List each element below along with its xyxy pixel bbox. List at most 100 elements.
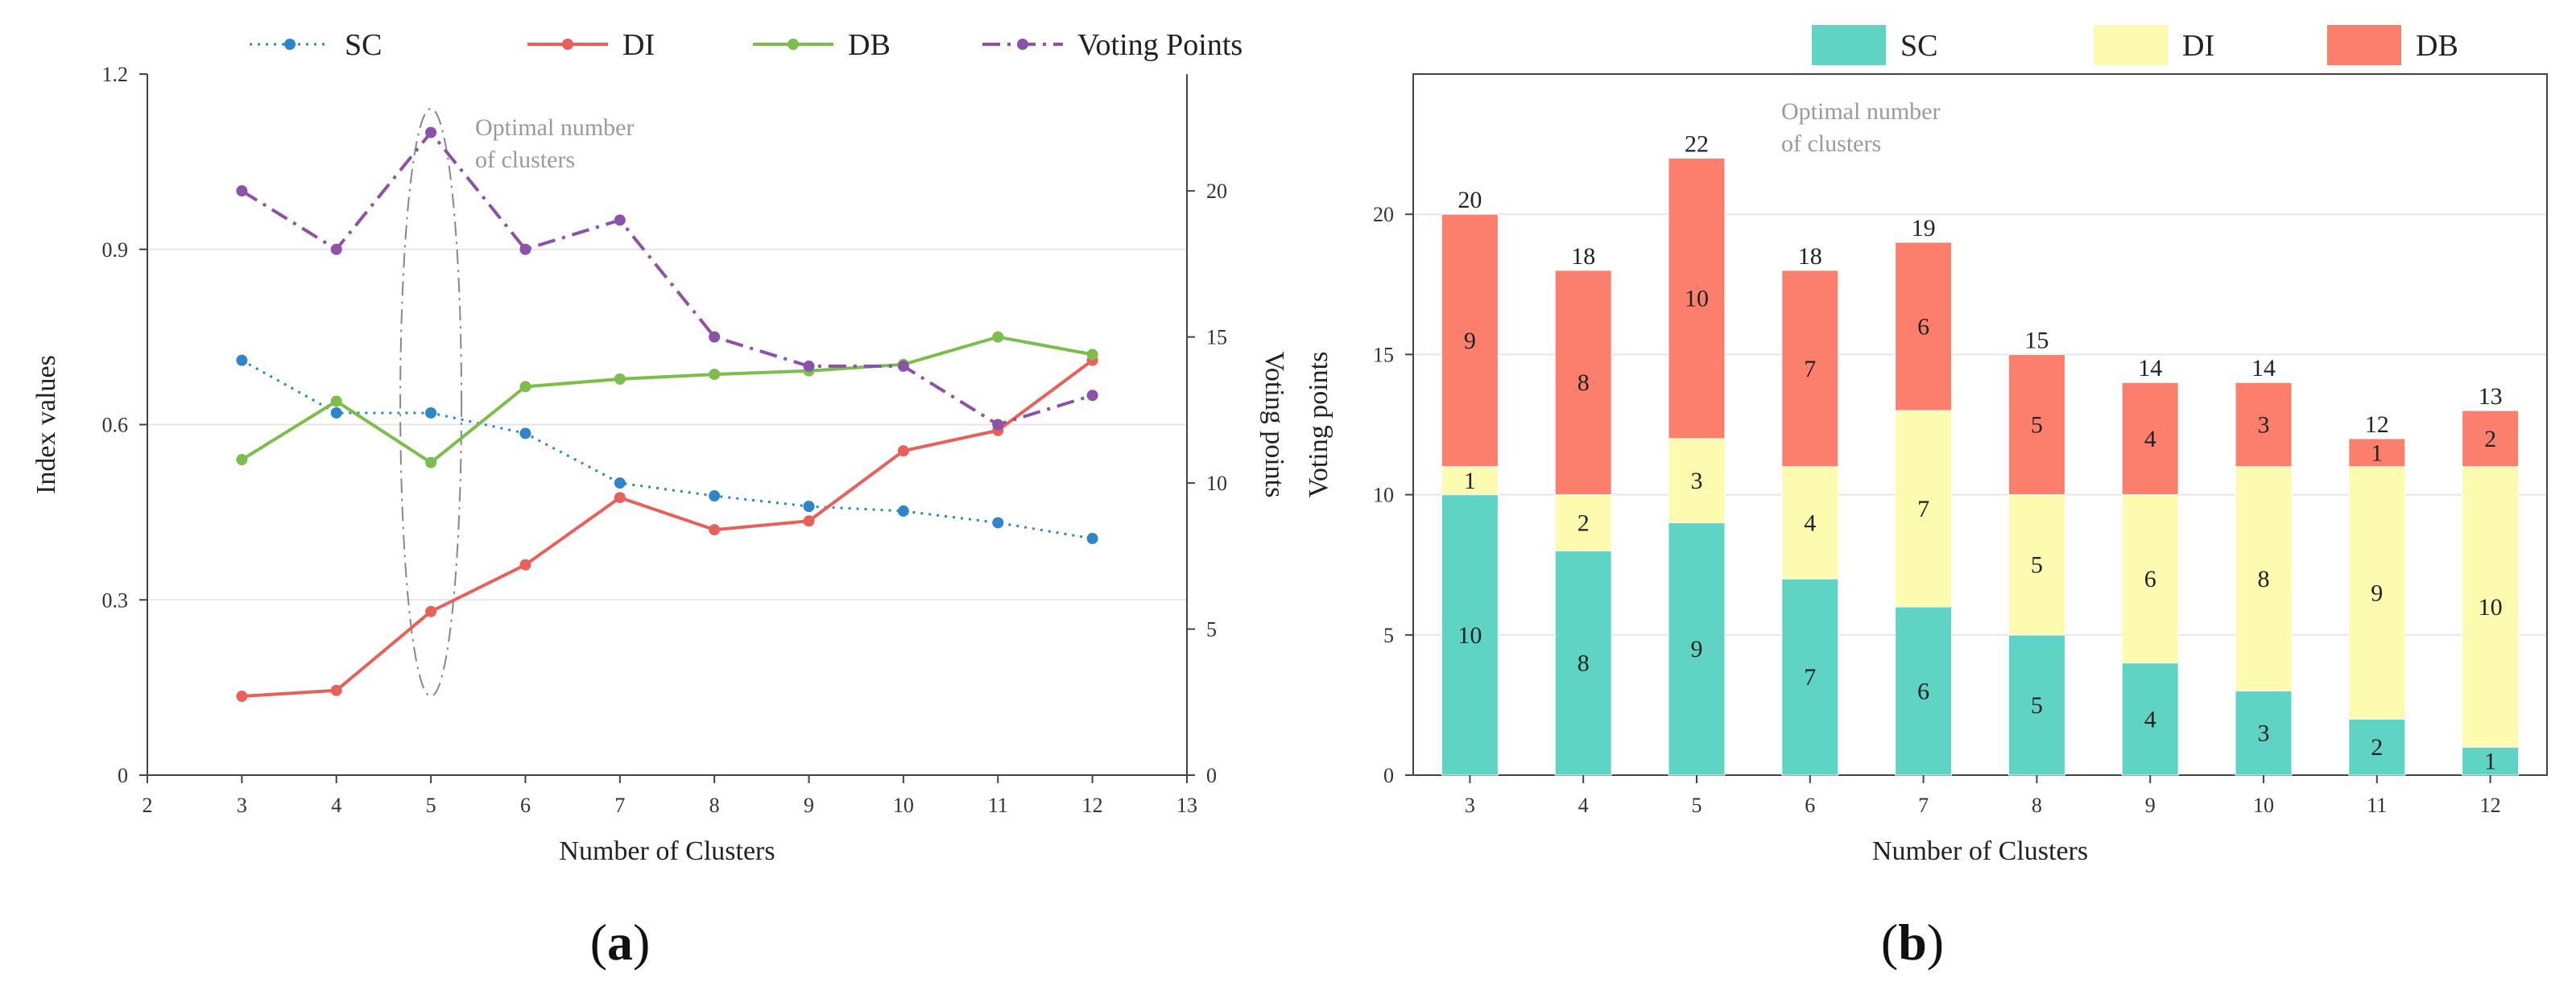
segment-value-label: 9 (1464, 328, 1476, 354)
y-tick-label: 0 (118, 764, 128, 787)
segment-value-label: 7 (1804, 356, 1816, 382)
y2-tick-label: 5 (1206, 618, 1217, 642)
x-tick-label: 11 (988, 794, 1008, 817)
y2-tick-label: 0 (1206, 764, 1217, 787)
bar-segment-sc (1668, 522, 1726, 776)
y-tick-label: 0.9 (102, 238, 129, 262)
annotation-text: of clusters (1781, 130, 1881, 157)
x-tick-label: 4 (1578, 794, 1589, 817)
legend-label-db: DB (848, 28, 891, 62)
data-point-db (1086, 349, 1098, 361)
data-point-voting-points (709, 331, 721, 343)
data-point-voting-points (803, 360, 815, 372)
segment-value-label: 8 (2258, 566, 2270, 592)
segment-value-label: 9 (2371, 580, 2383, 607)
legend-marker-voting-points (1017, 39, 1028, 50)
x-tick-label: 7 (1918, 794, 1929, 817)
bar-total-label: 13 (2479, 383, 2503, 410)
segment-value-label: 1 (2484, 749, 2496, 775)
legend-swatch-sc (1812, 25, 1886, 65)
x-tick-label: 6 (520, 794, 531, 817)
bar-segment-di (2462, 466, 2520, 748)
y-tick-label: 0.6 (102, 414, 129, 437)
data-point-db (330, 395, 342, 407)
bar-segment-sc (2007, 634, 2065, 776)
data-point-di (519, 559, 531, 571)
bar-total-label: 14 (2138, 355, 2162, 382)
annotation-text: of clusters (475, 146, 575, 173)
chart-a: 2 3 4 5 6 7 8 9 10 11 12 13 0 0.3 0.6 0.9 1.2 0 5 10 15 20 Num… (31, 28, 1288, 971)
bar-segment-sc (1441, 494, 1499, 776)
data-point-di (236, 691, 248, 703)
bar-segment-db (1668, 158, 1726, 439)
segment-value-label: 4 (2144, 706, 2156, 732)
segment-value-label: 5 (2031, 552, 2043, 579)
bar-segment-db (1781, 270, 1839, 468)
series-line-di (242, 359, 1094, 699)
series-line-voting-points (241, 130, 1094, 427)
data-point-db (614, 373, 626, 385)
y2-tick-label: 20 (1206, 179, 1227, 203)
bar-segment-db (2348, 438, 2406, 468)
x-axis-title: Number of Clusters (1872, 836, 2088, 866)
bar-segment-di (2348, 466, 2406, 720)
bar-segment-sc (2462, 746, 2520, 776)
segment-value-label: 2 (2371, 734, 2383, 761)
segment-value-label: 7 (1804, 664, 1816, 691)
segment-value-label: 10 (2479, 594, 2503, 621)
annotation-text: Optimal number (475, 114, 634, 141)
segment-value-label: 1 (1464, 468, 1476, 494)
legend-label-db: DB (2416, 29, 2458, 63)
segment-value-label: 10 (1685, 286, 1709, 312)
bar-segment-di (2235, 466, 2293, 691)
bar-segment-di (1895, 410, 1953, 608)
data-point-voting-points (330, 243, 342, 255)
bar-total-label: 18 (1798, 243, 1822, 270)
x-tick-label: 2 (143, 794, 153, 817)
bar-segment-sc (1895, 606, 1953, 776)
data-point-voting-points (992, 419, 1004, 431)
y2-tick-label: 15 (1206, 326, 1227, 349)
bar-total-label: 20 (1458, 187, 1482, 213)
series-line-sc (241, 359, 1093, 540)
bar-segment-db (2235, 382, 2293, 468)
segment-value-label: 5 (2031, 412, 2043, 439)
y-tick-label: 0.3 (102, 588, 129, 612)
annotation-text: Optimal number (1781, 98, 1940, 125)
data-point-voting-points (519, 243, 531, 255)
data-point-voting-points (897, 360, 909, 372)
data-point-sc (236, 354, 248, 366)
data-point-voting-points (236, 185, 248, 197)
legend-label-voting-points: Voting Points (1077, 28, 1243, 62)
legend-marker-sc (284, 39, 296, 50)
bar-segment-db (2121, 382, 2179, 496)
x-tick-label: 13 (1176, 794, 1197, 817)
bar-total-label: 15 (2024, 327, 2049, 353)
segment-value-label: 8 (1577, 369, 1590, 396)
data-point-di (897, 445, 909, 457)
legend-marker-di (562, 39, 573, 50)
legend-label-sc: SC (1900, 29, 1937, 63)
segment-value-label: 2 (1577, 510, 1590, 536)
segment-value-label: 4 (2144, 426, 2156, 452)
x-tick-label: 6 (1805, 794, 1815, 817)
x-axis-title: Number of Clusters (559, 836, 775, 866)
data-point-sc (803, 501, 815, 513)
y-tick-label: 15 (1373, 343, 1394, 366)
x-tick-label: 5 (426, 794, 436, 817)
bar-segment-di (1668, 438, 1726, 523)
x-tick-label: 12 (1082, 794, 1103, 817)
legend-marker-db (788, 39, 799, 50)
segment-value-label: 3 (2258, 720, 2270, 747)
bar-segment-db (1441, 213, 1499, 468)
y-tick-label: 5 (1383, 624, 1394, 647)
segment-value-label: 3 (2258, 412, 2270, 439)
y-tick-label: 10 (1373, 484, 1394, 507)
x-tick-label: 3 (237, 794, 247, 817)
plot-frame (1412, 73, 2548, 776)
panel-label-b: (b) (1881, 914, 1944, 971)
x-tick-label: 11 (2367, 794, 2387, 817)
x-tick-label: 9 (804, 794, 814, 817)
y-tick-label: 0 (1383, 764, 1394, 787)
